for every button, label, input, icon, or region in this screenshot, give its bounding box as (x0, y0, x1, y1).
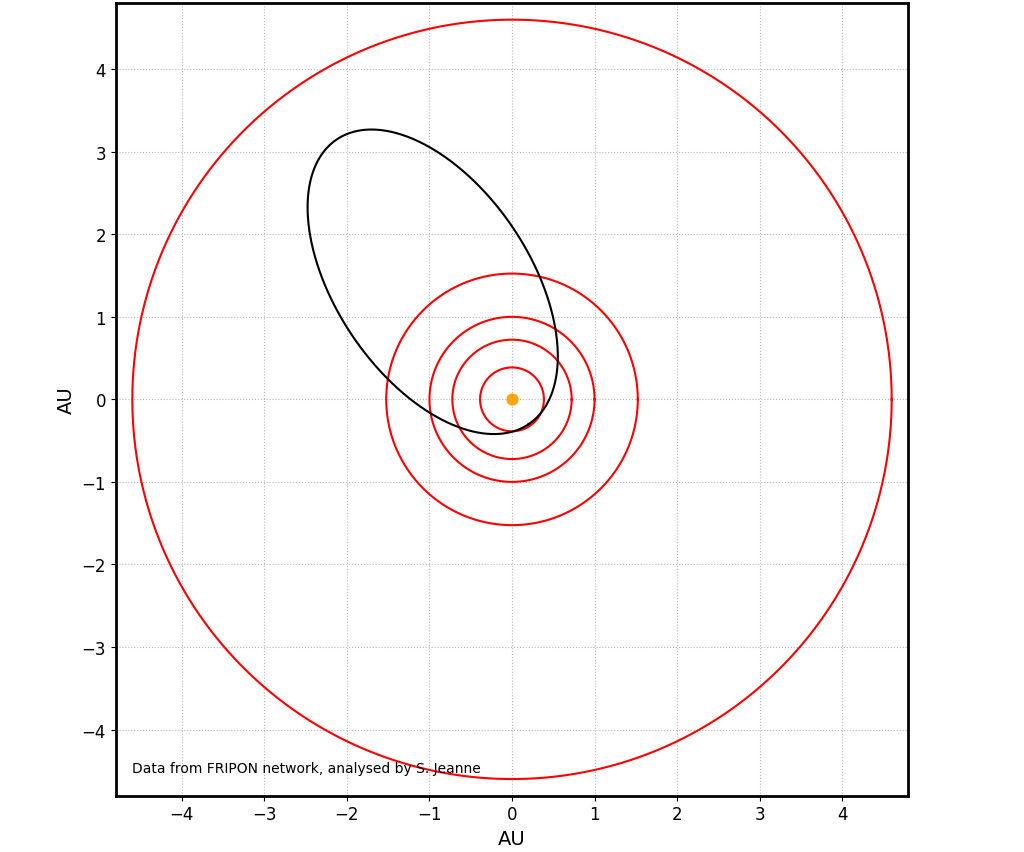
Y-axis label: AU: AU (57, 386, 76, 414)
Point (504, 393, 520, 406)
X-axis label: AU: AU (498, 829, 526, 848)
Text: Data from FRIPON network, analysed by S. Jeanne: Data from FRIPON network, analysed by S.… (132, 761, 481, 775)
